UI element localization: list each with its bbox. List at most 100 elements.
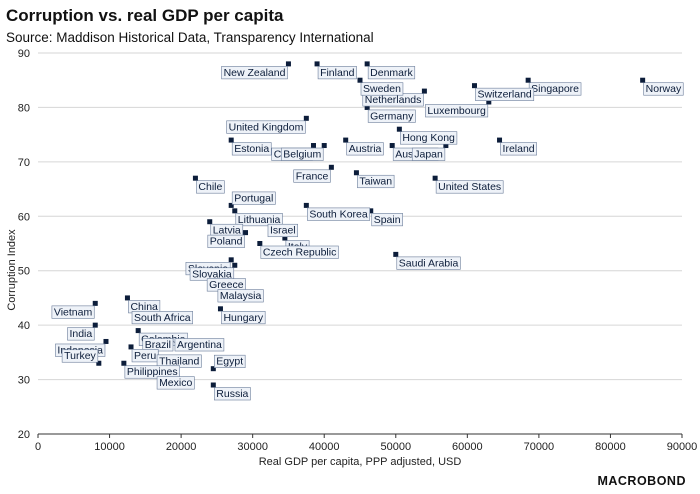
data-label: Slovakia xyxy=(189,267,235,281)
data-label: Argentina xyxy=(174,338,225,352)
data-point xyxy=(121,360,127,366)
data-label-box xyxy=(317,66,357,80)
data-label-box xyxy=(371,213,403,227)
data-label-box xyxy=(425,104,489,118)
data-label-box xyxy=(217,289,264,303)
data-label: Norway xyxy=(643,82,684,96)
data-point xyxy=(314,61,320,67)
data-label: Thailand xyxy=(156,354,202,368)
data-label: Ireland xyxy=(500,142,537,156)
data-label-text: Norway xyxy=(646,83,682,95)
data-label: United States xyxy=(435,180,504,194)
data-label-box xyxy=(67,327,95,341)
data-label: Luxembourg xyxy=(425,104,489,118)
data-label-text: Philippines xyxy=(127,366,178,378)
data-point xyxy=(486,99,492,105)
data-label-text: Malaysia xyxy=(220,290,262,302)
data-point xyxy=(285,61,291,67)
data-point xyxy=(497,137,503,143)
data-label: Denmark xyxy=(367,66,416,80)
data-label-box xyxy=(51,305,95,319)
x-tick-label: 80000 xyxy=(595,441,626,453)
axes xyxy=(37,433,683,438)
x-tick-label: 30000 xyxy=(237,441,268,453)
data-label: New Zealand xyxy=(221,66,288,80)
data-point xyxy=(421,88,427,94)
data-label: Lithuania xyxy=(235,213,283,227)
data-point xyxy=(443,143,449,149)
data-label: Vietnam xyxy=(51,305,95,319)
data-label-text: United Kingdom xyxy=(229,121,304,133)
data-label-text: Hong Kong xyxy=(402,132,455,144)
data-label-box xyxy=(124,365,180,379)
data-label: Israel xyxy=(267,223,298,238)
x-tick-label: 90000 xyxy=(667,441,698,453)
data-label-text: Chile xyxy=(198,181,222,193)
data-label-text: Thailand xyxy=(159,355,199,367)
x-tick-label: 60000 xyxy=(452,441,483,453)
data-label-box xyxy=(357,174,395,189)
data-label: Greece xyxy=(206,278,246,292)
data-label: Portugal xyxy=(231,191,276,205)
macrobond-logo: MACROBOND xyxy=(597,474,686,488)
data-label-box xyxy=(411,147,446,161)
data-label: Japan xyxy=(411,147,446,161)
data-label-box xyxy=(367,66,416,80)
data-label-box xyxy=(61,349,99,363)
data-points xyxy=(92,61,646,388)
data-label-text: United States xyxy=(438,181,501,193)
data-label-text: Denmark xyxy=(370,67,413,79)
data-point xyxy=(328,164,334,170)
x-tick-label: 50000 xyxy=(380,441,411,453)
data-label: Turkey xyxy=(61,349,99,363)
data-label-text: Finland xyxy=(320,67,355,79)
data-label: Philippines xyxy=(124,365,180,379)
data-point xyxy=(103,338,109,344)
data-label-text: Germany xyxy=(370,110,414,122)
data-label-text: Taiwan xyxy=(359,176,392,188)
data-label-text: Poland xyxy=(210,236,243,248)
data-label: India xyxy=(67,327,95,341)
data-label-text: South Africa xyxy=(134,312,191,324)
y-tick-label: 70 xyxy=(18,157,30,169)
data-label-box xyxy=(221,311,266,325)
data-label: South Korea xyxy=(307,207,371,221)
data-point xyxy=(232,208,238,214)
data-label-text: Sweden xyxy=(363,83,401,95)
data-label: Poland xyxy=(207,234,245,248)
data-label: Hungary xyxy=(221,311,266,325)
data-point xyxy=(207,219,213,225)
data-label-text: Turkey xyxy=(64,350,96,362)
data-label-text: Argentina xyxy=(177,339,222,351)
data-label-text: Spain xyxy=(374,214,401,226)
data-point xyxy=(303,202,309,208)
data-point xyxy=(210,382,216,388)
data-label-box xyxy=(260,245,339,259)
data-label-box xyxy=(367,109,416,123)
data-label-text: Saudi Arabia xyxy=(399,257,459,269)
data-point xyxy=(92,300,98,306)
data-label-box xyxy=(360,82,404,96)
data-label-box xyxy=(475,87,535,101)
data-label-text: Greece xyxy=(209,279,244,291)
data-point xyxy=(217,306,223,312)
data-label-text: Switzerland xyxy=(477,89,531,101)
data-label: Sweden xyxy=(360,82,404,96)
data-point xyxy=(228,137,234,143)
x-tick-label: 0 xyxy=(35,441,41,453)
data-label-text: Lithuania xyxy=(238,214,281,226)
data-label-box xyxy=(231,142,272,156)
data-label-text: Japan xyxy=(414,149,443,161)
data-label: Saudi Arabia xyxy=(396,256,461,270)
data-label: Singapore xyxy=(528,82,582,96)
data-point xyxy=(124,295,130,301)
chart-subtitle: Source: Maddison Historical Data, Transp… xyxy=(6,30,374,45)
gridlines xyxy=(38,52,682,381)
data-point xyxy=(192,175,198,181)
data-point xyxy=(92,322,98,328)
data-point xyxy=(640,77,646,83)
data-label: Chile xyxy=(196,180,225,194)
data-label: China xyxy=(128,300,161,314)
data-point xyxy=(243,230,249,236)
y-axis-label: Corruption Index xyxy=(6,229,18,311)
